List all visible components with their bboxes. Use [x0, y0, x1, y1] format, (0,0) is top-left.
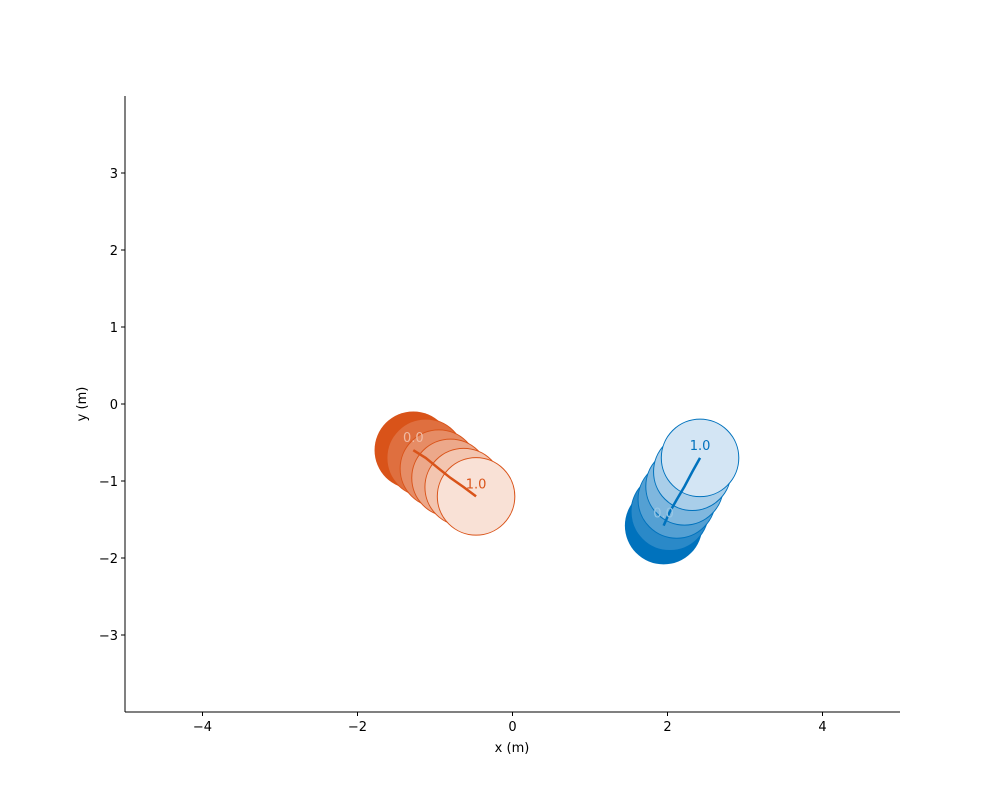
x-tick-label: 4: [818, 720, 826, 735]
x-tick-label: −4: [193, 720, 212, 735]
y-tick-label: −3: [99, 629, 118, 644]
x-axis-label: x (m): [495, 741, 530, 756]
start-time-label: 0.0: [403, 431, 424, 446]
axes: [124, 96, 900, 713]
y-tick-label: 1: [110, 321, 118, 336]
trajectory-paths: [412, 449, 702, 527]
trajectory-line: [412, 449, 477, 498]
trajectory-line: [662, 457, 702, 527]
x-tick-label: −2: [348, 720, 367, 735]
y-tick-label: −2: [99, 552, 118, 567]
y-tick-label: 0: [110, 398, 118, 413]
y-tick-label: 2: [110, 244, 118, 259]
time-labels: 0.0 1.0 0.0 1.0: [403, 431, 710, 521]
x-tick-label: 0: [508, 720, 516, 735]
y-axis-label: y (m): [75, 387, 90, 422]
y-tick-label: 3: [110, 167, 118, 182]
y-tick-label: −1: [99, 475, 118, 490]
position-circle: [436, 457, 516, 536]
start-time-label: 0.0: [653, 507, 674, 522]
end-time-label: 1.0: [466, 477, 487, 492]
x-tick-label: 2: [663, 720, 671, 735]
end-time-label: 1.0: [690, 439, 711, 454]
y-ticks: −3 −2 −1 0 1 2 3: [99, 167, 125, 644]
x-ticks: −4 −2 0 2 4: [193, 712, 827, 735]
